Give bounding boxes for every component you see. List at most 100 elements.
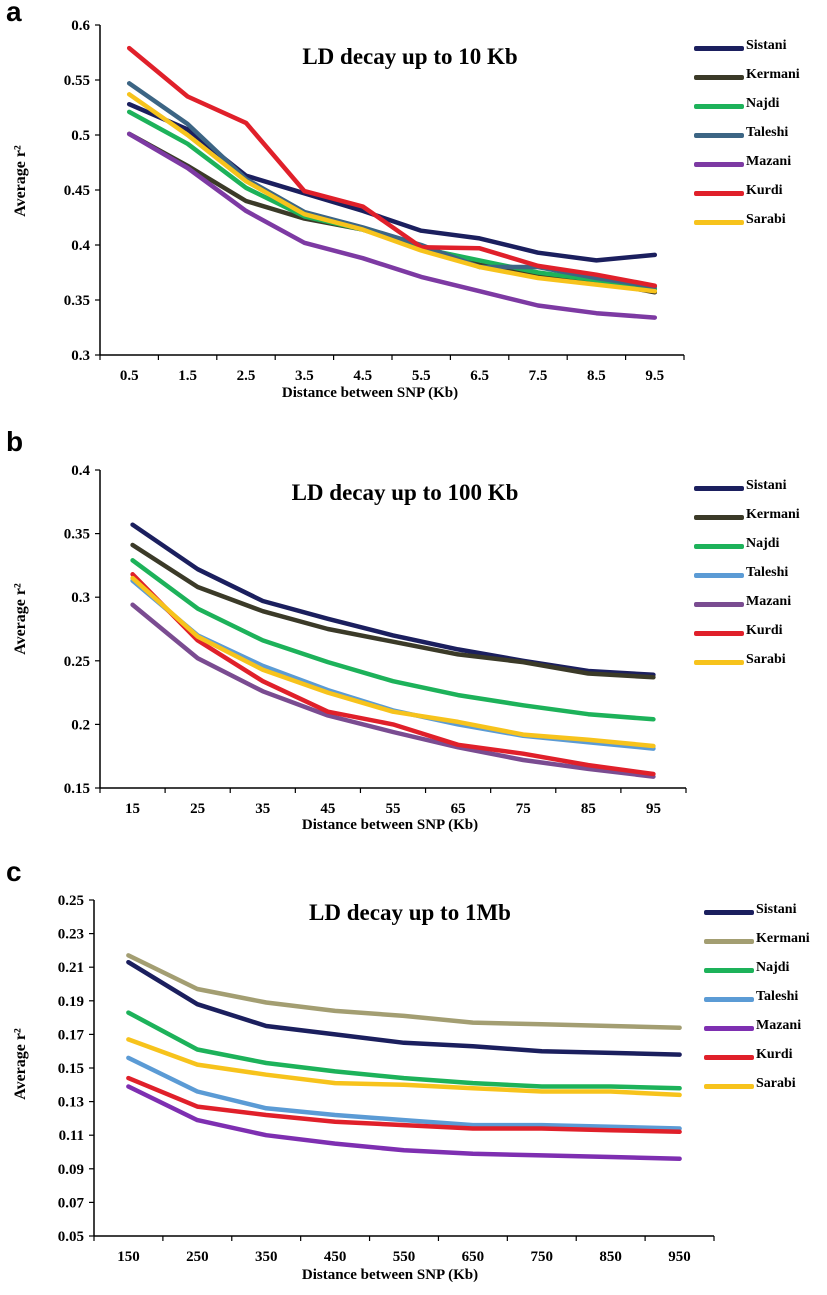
x-tick-label: 55 — [386, 801, 401, 817]
y-tick-label: 0.25 — [64, 654, 90, 670]
chart-panel-b: b LD decay up to 100 Kb Average r² Dista… — [0, 426, 827, 850]
y-tick-label: 0.19 — [58, 994, 84, 1010]
x-tick-label: 7.5 — [529, 368, 548, 384]
chart-title: LD decay up to 10 Kb — [302, 44, 518, 69]
legend-label: Kermani — [746, 67, 800, 82]
legend-swatch — [704, 1055, 754, 1060]
chart-title: LD decay up to 1Mb — [309, 900, 511, 925]
legend-swatch — [694, 631, 744, 636]
y-tick-label: 0.6 — [71, 18, 90, 34]
x-tick-label: 350 — [255, 1249, 278, 1265]
series-line-kurdi — [130, 572, 656, 777]
y-tick-label: 0.15 — [58, 1061, 84, 1077]
legend-label: Sarabi — [746, 212, 786, 227]
legend-label: Kurdi — [746, 623, 783, 638]
x-tick-label: 1.5 — [178, 368, 197, 384]
x-axis-label: Distance between SNP (Kb) — [281, 385, 459, 401]
chart-title: LD decay up to 100 Kb — [291, 480, 519, 505]
legend-label: Sistani — [746, 478, 787, 493]
legend-label: Mazani — [756, 1018, 802, 1033]
x-tick-label: 250 — [186, 1249, 209, 1265]
legend-label: Sistani — [746, 38, 787, 53]
x-tick-label: 25 — [190, 801, 205, 817]
legend-swatch — [694, 162, 744, 167]
legend-label: Kermani — [746, 507, 800, 522]
series-line-kermani — [130, 542, 656, 680]
x-tick-label: 8.5 — [587, 368, 606, 384]
line-chart: 0.3 0.35 0.4 0.45 0.5 0.55 0.6 0.5 1.5 2.5 3.5 4.5 5… — [64, 18, 685, 384]
x-tick-label: 5.5 — [412, 368, 431, 384]
series-line-taleshi — [126, 1055, 682, 1131]
y-tick-label: 0.11 — [59, 1128, 84, 1144]
legend-swatch — [694, 220, 744, 225]
legend-label: Mazani — [746, 594, 792, 609]
legend-label: Kermani — [756, 931, 810, 946]
x-tick-label: 750 — [531, 1249, 554, 1265]
x-tick-label: 45 — [320, 801, 335, 817]
legend-swatch — [694, 46, 744, 51]
legend-swatch — [694, 133, 744, 138]
legend-swatch — [704, 1026, 754, 1031]
legend-label: Mazani — [746, 154, 792, 169]
x-tick-label: 65 — [451, 801, 466, 817]
legend-swatch — [694, 515, 744, 520]
legend-label: Kurdi — [746, 183, 783, 198]
x-tick-label: 6.5 — [470, 368, 489, 384]
y-tick-label: 0.35 — [64, 527, 90, 543]
legend-swatch — [694, 573, 744, 578]
legend-label: Najdi — [746, 96, 780, 111]
series-line-sistani — [126, 959, 682, 1057]
series-line-sarabi — [126, 92, 658, 294]
legend-label: Taleshi — [756, 989, 799, 1004]
legend-swatch — [704, 910, 754, 915]
x-tick-label: 0.5 — [120, 368, 139, 384]
chart-panel-a: a LD decay up to 10 Kb Average r² Distan… — [0, 0, 827, 420]
x-tick-label: 950 — [668, 1249, 691, 1265]
y-tick-label: 0.13 — [58, 1095, 84, 1111]
y-tick-label: 0.3 — [71, 348, 90, 364]
series-line-kermani — [126, 953, 682, 1030]
y-tick-label: 0.35 — [64, 293, 90, 309]
legend-label: Sistani — [756, 902, 797, 917]
legend-label: Najdi — [756, 960, 790, 975]
y-tick-label: 0.55 — [64, 73, 90, 89]
line-chart: 0.05 0.07 0.09 0.11 0.13 0.15 0.17 0.19 0.21 0.23… — [58, 893, 715, 1265]
series-line-mazani — [126, 131, 658, 320]
series-line-najdi — [130, 558, 656, 722]
x-tick-label: 2.5 — [237, 368, 256, 384]
line-chart: 0.15 0.2 0.25 0.3 0.35 0.4 15 25 35 45 55 65 75 85 95 — [64, 463, 687, 817]
y-tick-label: 0.5 — [71, 128, 90, 144]
x-tick-label: 35 — [255, 801, 270, 817]
legend-label: Kurdi — [756, 1047, 793, 1062]
x-tick-label: 550 — [393, 1249, 416, 1265]
legend-label: Taleshi — [746, 125, 789, 140]
legend-label: Sarabi — [746, 652, 786, 667]
x-tick-label: 4.5 — [353, 368, 372, 384]
y-tick-label: 0.45 — [64, 183, 90, 199]
y-tick-label: 0.07 — [58, 1195, 85, 1211]
panel-letter: c — [6, 856, 22, 887]
legend-label: Najdi — [746, 536, 780, 551]
x-tick-label: 150 — [117, 1249, 140, 1265]
y-tick-label: 0.21 — [58, 960, 84, 976]
legend-swatch — [694, 486, 744, 491]
legend-label: Sarabi — [756, 1076, 796, 1091]
legend-swatch — [704, 997, 754, 1002]
legend-swatch — [704, 1084, 754, 1089]
x-tick-label: 850 — [599, 1249, 622, 1265]
legend-swatch — [694, 544, 744, 549]
series-line-mazani — [126, 1084, 682, 1161]
y-tick-label: 0.4 — [71, 463, 90, 479]
x-tick-label: 9.5 — [645, 368, 664, 384]
x-axis-label: Distance between SNP (Kb) — [301, 817, 479, 833]
series-line-sarabi — [130, 575, 656, 749]
y-tick-label: 0.17 — [58, 1027, 85, 1043]
legend-swatch — [704, 968, 754, 973]
legend-label: Taleshi — [746, 565, 789, 580]
legend-swatch — [694, 191, 744, 196]
x-axis-label: Distance between SNP (Kb) — [301, 1267, 479, 1283]
y-tick-label: 0.3 — [71, 590, 90, 606]
panel-letter: a — [6, 0, 22, 27]
x-tick-label: 75 — [516, 801, 531, 817]
series-line-sarabi — [126, 1037, 682, 1098]
